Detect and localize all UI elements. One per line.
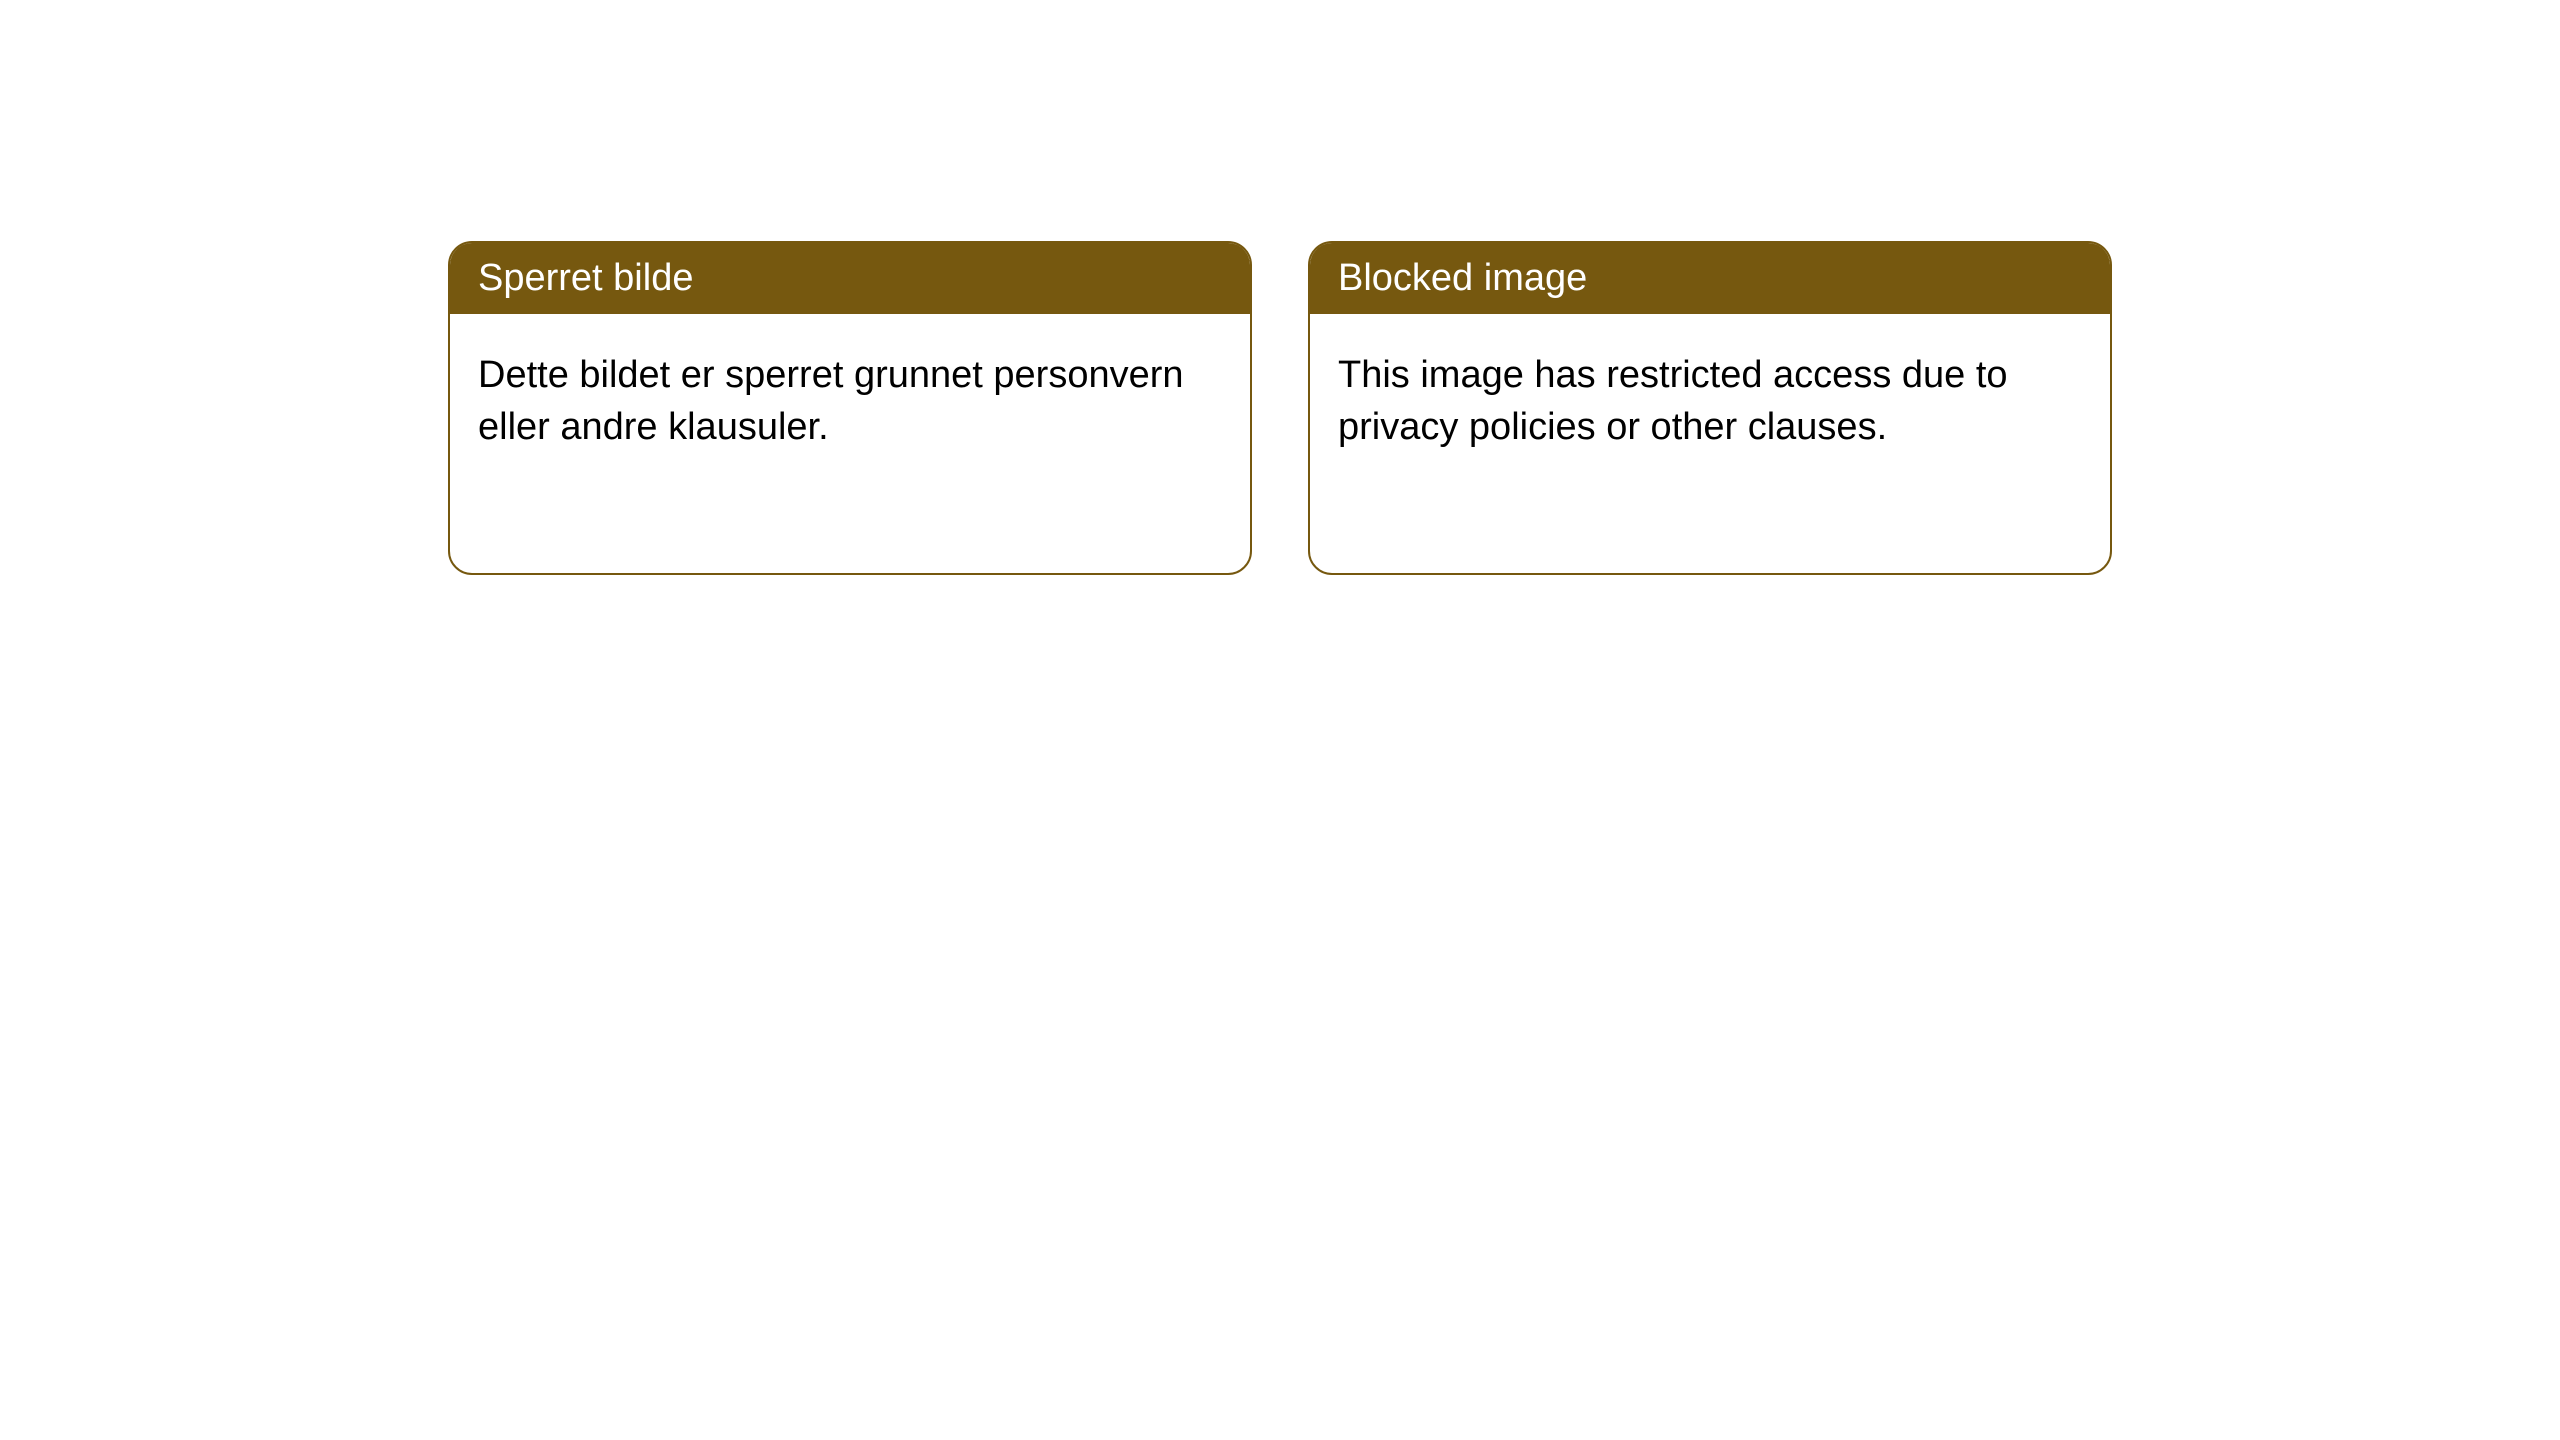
notice-container: Sperret bilde Dette bildet er sperret gr… (0, 0, 2560, 575)
notice-body: This image has restricted access due to … (1310, 314, 2110, 489)
notice-card-norwegian: Sperret bilde Dette bildet er sperret gr… (448, 241, 1252, 575)
notice-header: Blocked image (1310, 243, 2110, 314)
notice-card-english: Blocked image This image has restricted … (1308, 241, 2112, 575)
notice-header: Sperret bilde (450, 243, 1250, 314)
notice-body: Dette bildet er sperret grunnet personve… (450, 314, 1250, 489)
